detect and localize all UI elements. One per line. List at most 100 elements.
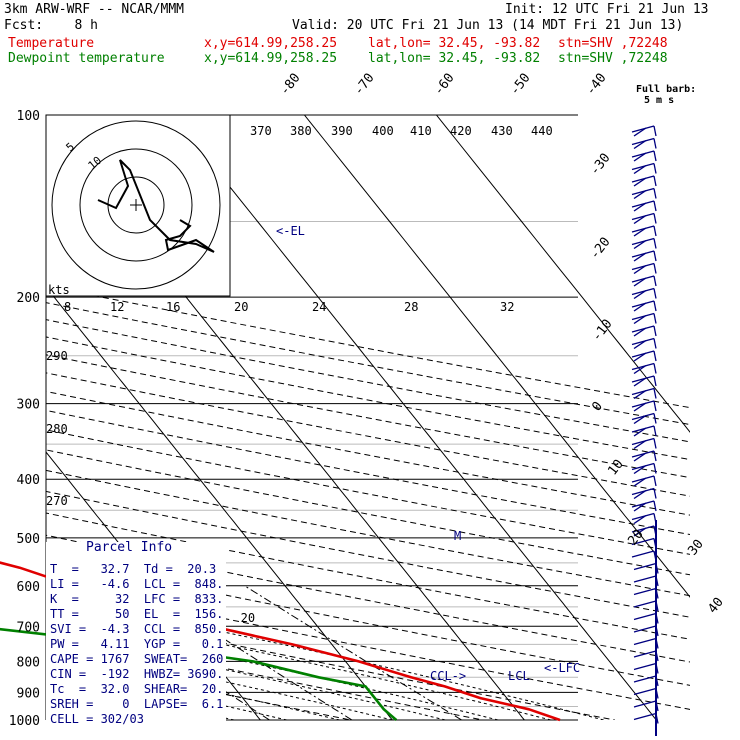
forecast-hour: Fcst: 8 h — [4, 18, 98, 33]
wind-barb — [653, 425, 657, 437]
dewpoint-profile — [0, 627, 398, 721]
wind-barb — [653, 438, 657, 449]
full-barb-line2: 5 m s — [644, 95, 675, 106]
wind-barb-flag — [633, 427, 647, 437]
wind-barb — [653, 150, 657, 162]
wind-barb-flag — [631, 462, 655, 471]
hodograph-ring — [51, 120, 221, 290]
parcel-row: TT = 50 EL = 156. — [50, 607, 224, 621]
wind-barb-flag — [633, 289, 647, 300]
wind-barb — [653, 125, 657, 137]
isotherm-tick-label: -20 — [587, 235, 613, 263]
wind-barb — [653, 288, 657, 299]
lfc-marker: <-LFC — [544, 661, 580, 675]
temperature-legend-latlon: lat,lon= 32.45, -93.82 — [368, 36, 541, 51]
wind-barb-flag — [633, 612, 657, 621]
theta-tick-label: 280 — [46, 422, 68, 436]
hodograph-units: kts — [48, 283, 70, 297]
wind-barb — [653, 338, 657, 349]
wind-barb — [653, 175, 657, 187]
wind-barb — [653, 450, 657, 462]
wind-barb — [653, 163, 657, 174]
wind-barb-flag — [633, 252, 647, 262]
wind-barb — [653, 388, 657, 399]
wind-barb-flag — [633, 489, 647, 500]
wind-barb-flag — [633, 302, 647, 312]
dry-adiabat-line — [46, 630, 483, 720]
isotherm-tick-label: -70 — [351, 71, 377, 99]
wind-barb-flag — [633, 139, 647, 150]
wind-barb-flag — [631, 175, 655, 183]
wind-barb-flag — [631, 137, 655, 146]
hodo-speed-label: 16 — [166, 300, 180, 314]
parcel-row: CELL = 302/03 — [50, 712, 144, 726]
wind-barb-flag — [633, 214, 647, 225]
dewpoint-legend-label: Dewpoint temperature — [8, 51, 165, 66]
wind-barb — [653, 225, 657, 237]
wind-barb-flag — [633, 452, 647, 462]
pressure-tick-label: 400 — [17, 473, 40, 488]
wind-barb — [653, 313, 657, 324]
parcel-row: T = 32.7 Td = 20.3 — [50, 562, 217, 576]
lcl-marker: LCL — [508, 669, 530, 683]
theta-tick-label: 370 — [250, 124, 272, 138]
wind-barb-flag — [633, 227, 647, 237]
wind-barb-flag — [631, 350, 655, 358]
wind-barb-flag — [633, 712, 657, 721]
hodo-speed-label: 24 — [312, 300, 326, 314]
wind-barb-flag — [633, 177, 647, 187]
theta-tick-label: 440 — [531, 124, 553, 138]
isotherm-tick-label: 30 — [685, 537, 706, 559]
wind-barb-flag — [633, 439, 647, 450]
wind-barb — [653, 375, 657, 387]
wind-barb-flag — [631, 187, 655, 196]
wind-barb-flag — [633, 637, 657, 646]
parcel-row: CAPE = 1767 SWEAT= 260 — [50, 652, 224, 666]
isotherm-tick-label: -10 — [589, 317, 615, 345]
isotherm-tick-label: 40 — [705, 595, 726, 617]
parcel-info-title: Parcel Info — [86, 540, 173, 555]
dewpoint-legend-latlon: lat,lon= 32.45, -93.82 — [368, 51, 541, 66]
isotherm-tick-label: 10 — [605, 457, 626, 479]
pressure-tick-label: 600 — [17, 580, 40, 595]
wind-barb-flag — [631, 212, 655, 221]
wind-barb-flag — [633, 562, 657, 571]
dewpoint-legend-xy: x,y=614.99,258.25 — [204, 51, 338, 66]
wind-barb-flag — [631, 475, 655, 483]
hodo-speed-label: 32 — [500, 300, 514, 314]
pressure-tick-label: 800 — [17, 655, 40, 670]
wind-barb-flag — [633, 327, 647, 337]
isotherm-line — [46, 286, 393, 720]
pressure-tick-label: 500 — [17, 532, 40, 547]
wind-barb-flag — [631, 300, 655, 308]
isotherm-tick-label: 0 — [589, 399, 606, 414]
m-marker: M — [454, 529, 461, 543]
isotherm-tick-label: -80 — [277, 71, 303, 99]
isotherm-tick-label: -30 — [587, 151, 613, 179]
temperature-profile — [0, 561, 561, 722]
wind-barb-flag — [631, 162, 655, 171]
hodo-speed-label: 20 — [234, 300, 248, 314]
moist-adiabat-line — [46, 644, 393, 720]
wind-barb — [653, 413, 657, 424]
wind-barb-flag — [631, 200, 655, 208]
wind-barb-flag — [631, 537, 655, 546]
wind-barb-flag — [633, 239, 647, 250]
wind-barb-flag — [633, 152, 647, 162]
hodo-speed-label: 28 — [404, 300, 418, 314]
wind-barb-flag — [633, 625, 657, 633]
wind-barb-flag — [631, 387, 655, 396]
parcel-row: LI = -4.6 LCL = 848. — [50, 577, 224, 591]
model-title: 3km ARW-WRF -- NCAR/MMM — [4, 2, 185, 17]
isotherm-line — [172, 115, 657, 720]
theta-tick-label: 380 — [290, 124, 312, 138]
theta-tick-label: 430 — [491, 124, 513, 138]
wind-barb-flag — [631, 550, 655, 558]
wind-barb-flag — [631, 150, 655, 158]
wind-barb — [653, 350, 657, 362]
pressure-tick-label: 300 — [17, 398, 40, 413]
pressure-tick-label: 200 — [17, 291, 40, 306]
wind-barb-flag — [631, 237, 655, 246]
wind-barb — [653, 200, 657, 212]
